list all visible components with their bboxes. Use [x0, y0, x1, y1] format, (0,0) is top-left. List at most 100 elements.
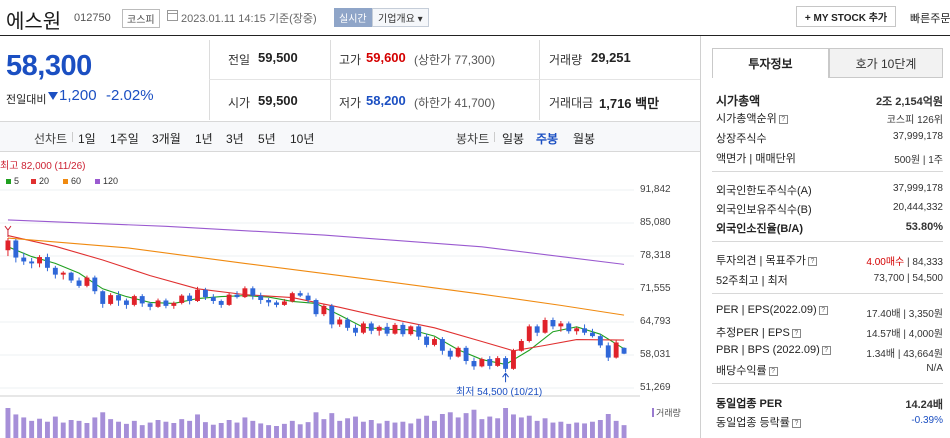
volume-bar — [408, 423, 414, 438]
tab-3year[interactable]: 3년 — [226, 132, 244, 146]
volume-bar — [179, 419, 185, 438]
candle-body — [52, 267, 58, 275]
prev-close-label: 전일 — [228, 53, 251, 67]
volume-bar — [447, 412, 453, 438]
volume-bar — [471, 409, 477, 438]
volume-bar — [187, 420, 193, 438]
candle-body — [408, 326, 414, 335]
candle-body — [353, 327, 358, 333]
y-tick: 58,031 — [640, 349, 671, 360]
candle-body — [155, 300, 161, 307]
candle-body — [558, 323, 564, 327]
candle-body — [195, 289, 200, 301]
panel-divider — [700, 36, 701, 438]
volume-bar — [313, 412, 319, 438]
tab-1week[interactable]: 1주일 — [110, 132, 139, 146]
candle-body — [447, 350, 453, 357]
industry-change-label: 동일업종 등락률? — [716, 414, 801, 430]
volume-bar — [353, 416, 358, 438]
tab-10year[interactable]: 10년 — [290, 132, 315, 146]
volume-bar — [131, 420, 137, 438]
help-icon[interactable]: ? — [768, 366, 778, 376]
ma60-line — [7, 237, 625, 316]
help-icon[interactable]: ? — [791, 418, 801, 428]
volume-bar — [100, 412, 106, 438]
low-label: 저가 — [339, 96, 362, 110]
candle-body — [116, 295, 121, 301]
tab-daily[interactable]: 일봉 — [502, 132, 525, 146]
prev-close-value: 59,500 — [258, 50, 298, 65]
help-icon[interactable]: ? — [818, 305, 828, 315]
legend-ma120: 120 — [95, 176, 118, 186]
candle-body — [416, 326, 422, 337]
candle-body — [21, 257, 27, 262]
candle-body — [503, 358, 509, 369]
candle-body — [218, 300, 224, 305]
candle-body — [131, 296, 137, 305]
help-icon[interactable]: ? — [821, 345, 831, 355]
market-badge: 코스피 — [122, 9, 160, 28]
candle-body — [258, 295, 264, 301]
volume-bar — [234, 422, 240, 438]
candle-body — [29, 261, 35, 264]
pbr-label: PBR | BPS (2022.09)? — [716, 344, 831, 356]
tab-1day[interactable]: 1일 — [78, 132, 96, 146]
price-change-pct: -2.02% — [106, 87, 154, 104]
tab-weekly[interactable]: 주봉 — [536, 132, 559, 146]
volume-bar — [305, 422, 311, 438]
company-overview-dropdown[interactable]: 기업개요 ▾ — [372, 8, 429, 27]
calendar-icon — [167, 10, 178, 21]
volume-bar — [329, 413, 335, 438]
tab-orderbook-10[interactable]: 호가 10단계 — [829, 48, 943, 78]
candle-body — [108, 295, 114, 304]
candle-body — [242, 288, 248, 298]
help-icon[interactable]: ? — [778, 114, 788, 124]
tab-separator — [72, 132, 73, 142]
help-icon[interactable]: ? — [807, 256, 817, 266]
ma120-line — [7, 219, 625, 265]
volume-bar — [116, 421, 121, 438]
pbr-value: 1.34배 | 43,664원 — [866, 349, 943, 360]
volume-bar — [60, 422, 66, 438]
price-chart[interactable] — [0, 180, 640, 438]
volume-bar — [534, 420, 540, 438]
quick-order-link[interactable]: 빠른주문 — [910, 13, 950, 25]
candle-body — [495, 358, 501, 366]
tab-investment-info[interactable]: 투자정보 — [712, 48, 829, 78]
timestamp: 2023.01.11 14:15 기준(장중) — [181, 13, 317, 25]
volume-bar — [526, 415, 532, 438]
add-my-stock-button[interactable]: + MY STOCK 추가 — [796, 6, 896, 27]
candle-body — [463, 347, 469, 362]
volume-bar — [463, 413, 469, 438]
est-per-label: 추정PER | EPS? — [716, 324, 801, 340]
high-marker — [4, 225, 12, 238]
candle-body — [392, 324, 398, 334]
industry-per-label: 동일업종 PER — [716, 398, 783, 410]
volume-bar — [479, 419, 485, 438]
per-label: PER | EPS(2022.09)? — [716, 304, 828, 316]
lower-limit: (하한가 41,700) — [414, 96, 496, 110]
help-icon[interactable]: ? — [791, 328, 801, 338]
candle-body — [84, 277, 90, 286]
foreign-limit-label: 외국인한도주식수(A) — [716, 185, 812, 197]
volume-value: 29,251 — [591, 50, 631, 65]
foreign-held-label: 외국인보유주식수(B) — [716, 204, 812, 216]
tab-1year[interactable]: 1년 — [195, 132, 213, 146]
volume-bar — [274, 426, 279, 438]
tab-monthly[interactable]: 월봉 — [573, 132, 596, 146]
candle-body — [471, 361, 477, 367]
volume-bar — [297, 424, 303, 438]
tab-3month[interactable]: 3개월 — [152, 132, 181, 146]
candle-body — [139, 296, 145, 304]
par-value-label: 액면가 | 매매단위 — [716, 153, 796, 165]
candle-body — [250, 288, 256, 296]
candle-body — [368, 323, 374, 331]
candle-body — [210, 297, 216, 301]
low-value: 58,200 — [366, 93, 406, 108]
stock-code: 012750 — [74, 12, 111, 24]
realtime-button[interactable]: 실시간 — [334, 8, 372, 27]
volume-bar — [21, 417, 27, 438]
tab-5year[interactable]: 5년 — [258, 132, 276, 146]
candle-body — [337, 319, 343, 325]
candle-body — [534, 326, 540, 333]
